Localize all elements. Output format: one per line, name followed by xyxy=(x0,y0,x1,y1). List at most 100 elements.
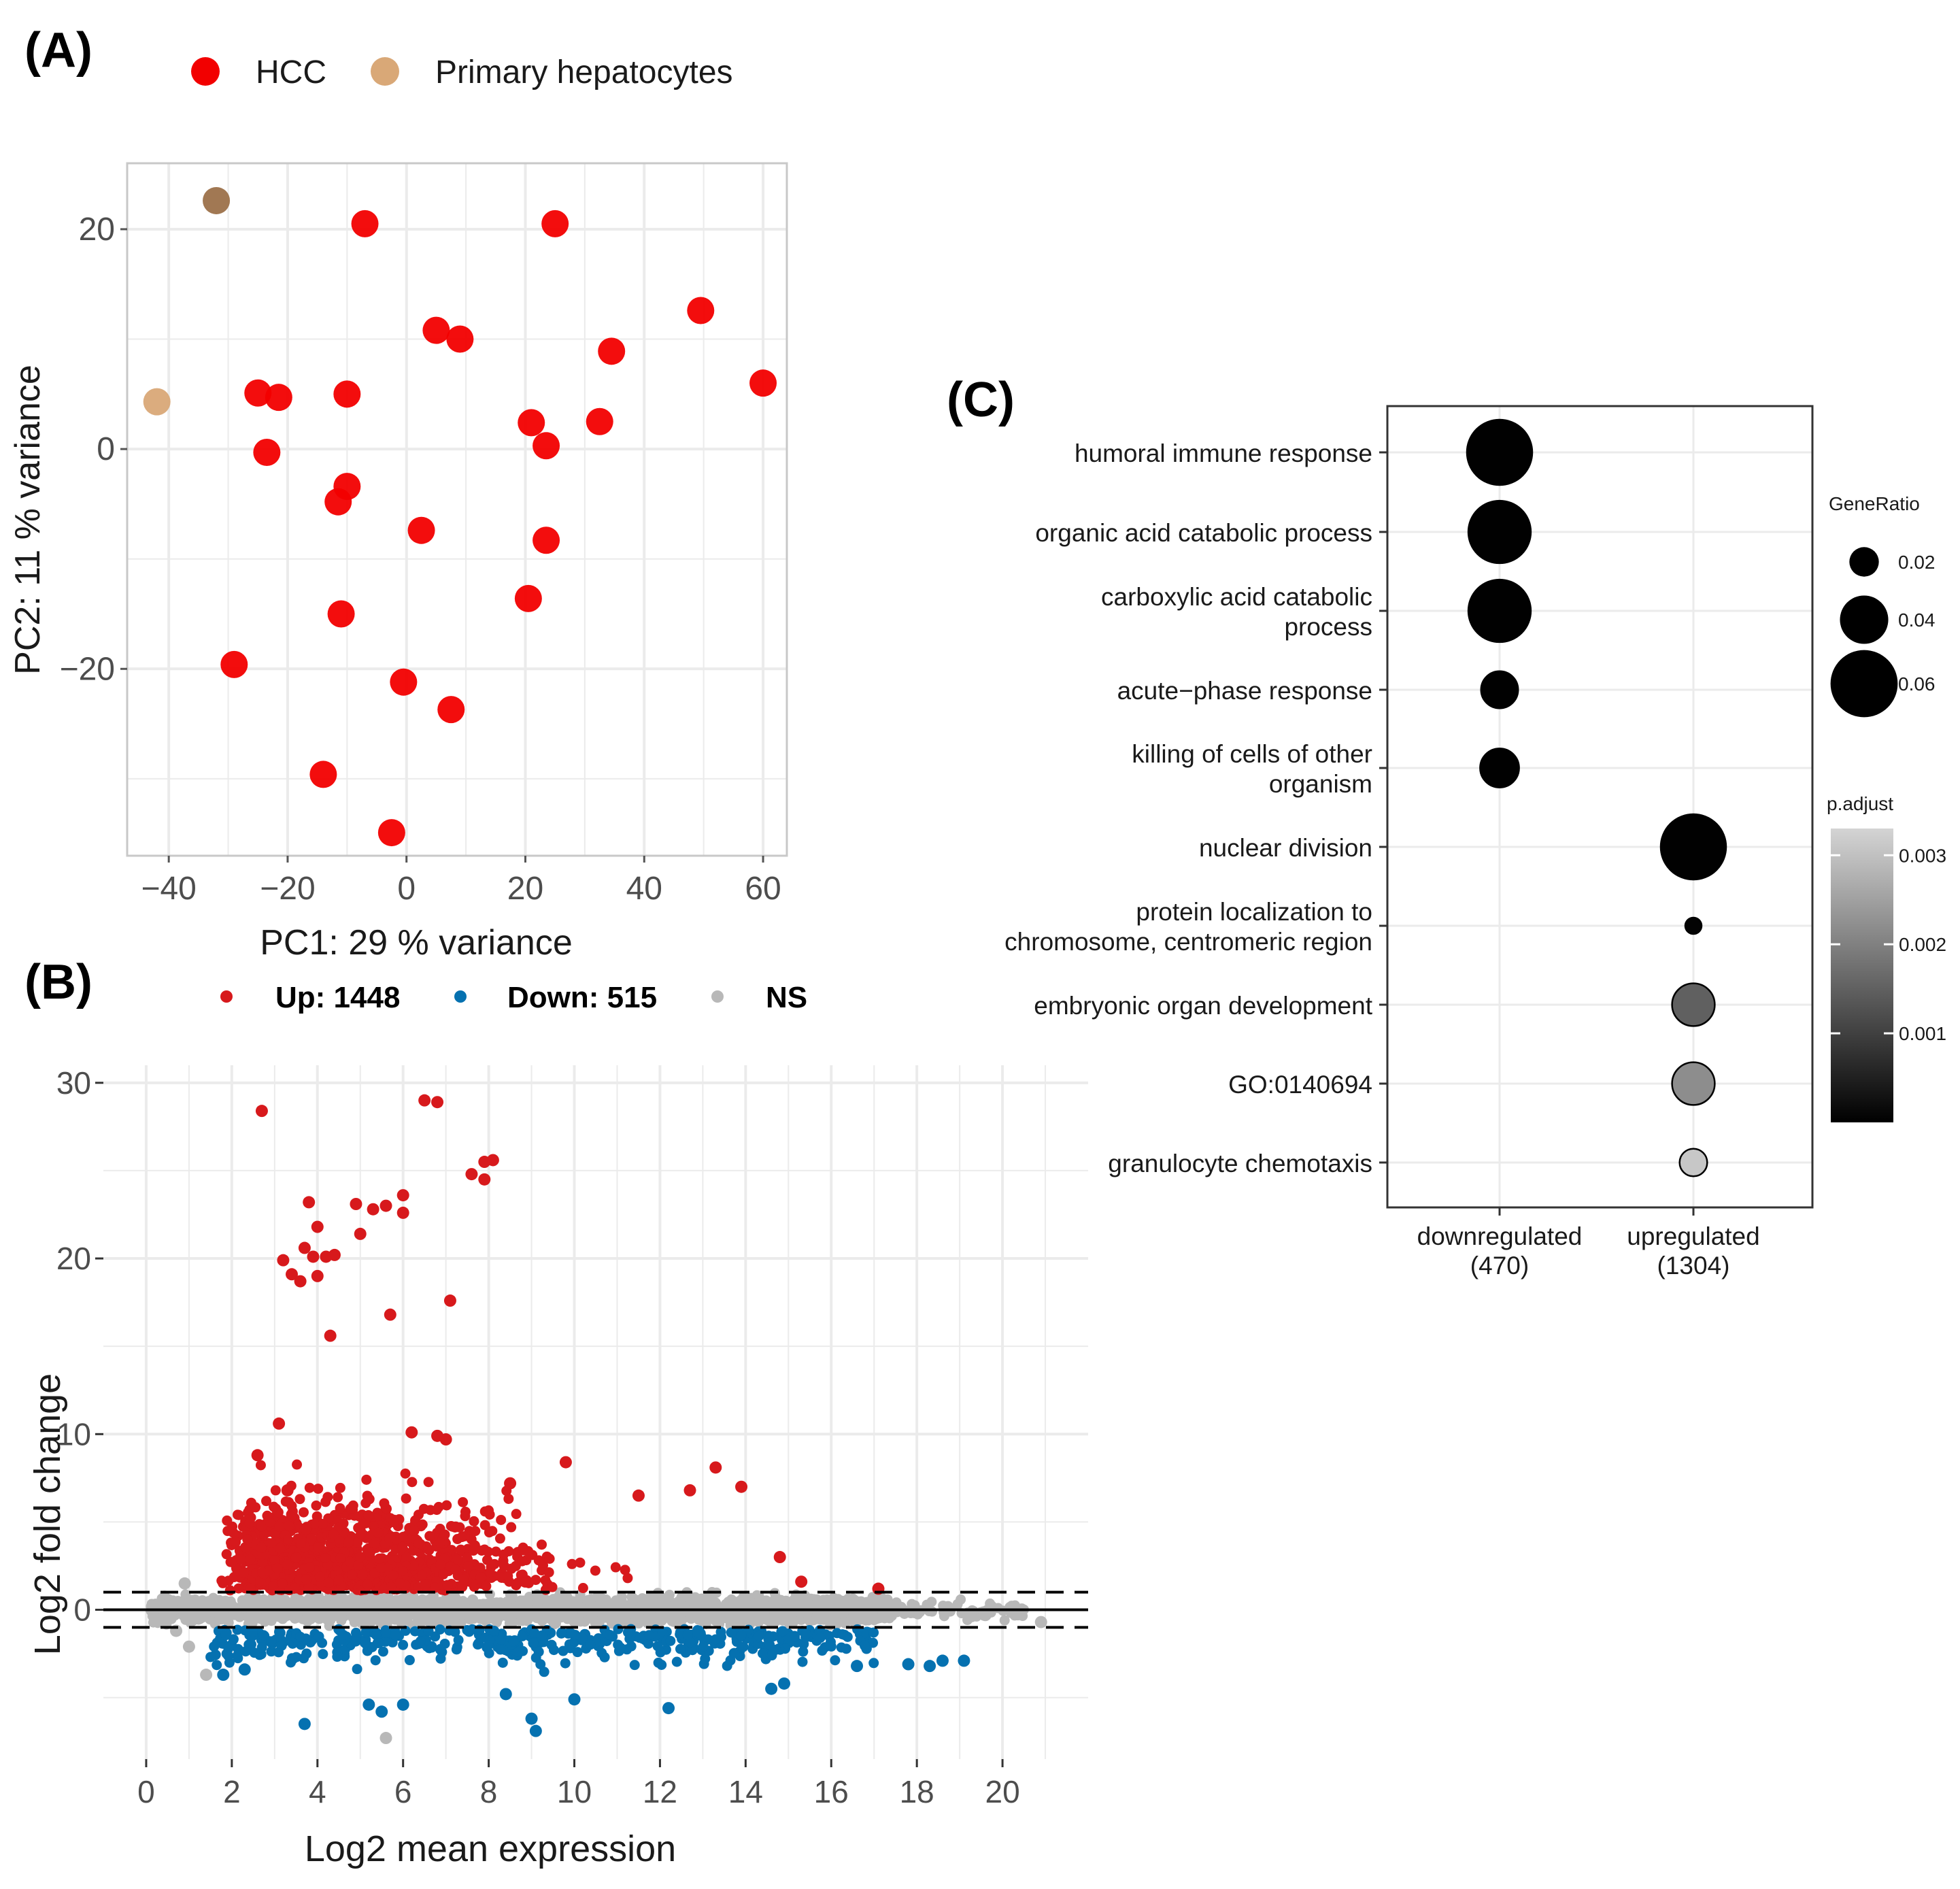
ma-point-down xyxy=(360,1626,371,1637)
ma-point-up xyxy=(486,1154,499,1167)
ma-up-cloud xyxy=(216,1459,633,1596)
ma-point-up xyxy=(465,1168,478,1181)
ma-point-down xyxy=(451,1644,462,1655)
pca-point-hcc xyxy=(422,316,450,344)
ma-point-down xyxy=(240,1646,251,1657)
ma-point-up xyxy=(439,1433,452,1446)
ma-point-down xyxy=(585,1639,596,1650)
ma-point-up xyxy=(286,1268,299,1281)
ma-point-up xyxy=(256,1542,267,1553)
ma-point-ns xyxy=(252,1594,263,1605)
ma-point-down xyxy=(653,1657,664,1668)
ma-point-ns xyxy=(563,1600,574,1611)
ma-point-ns xyxy=(323,1609,334,1620)
ma-point-down xyxy=(652,1641,663,1652)
ma-point-down xyxy=(626,1641,637,1652)
go-term-label: granulocyte chemotaxis xyxy=(1108,1150,1372,1177)
ma-point-down xyxy=(294,1631,305,1642)
ma-reference-lines xyxy=(103,1590,1088,1629)
ma-point-down xyxy=(675,1643,686,1654)
ma-point-up xyxy=(309,1518,320,1529)
ma-x-tick-label: 6 xyxy=(394,1774,412,1809)
pca-point-hcc xyxy=(407,516,435,544)
ma-point-up xyxy=(413,1538,424,1549)
ma-point-up xyxy=(284,1520,294,1531)
ma-point-up xyxy=(394,1578,405,1589)
pca-points xyxy=(143,186,777,847)
ma-point-up xyxy=(259,1529,270,1540)
ma-legend: Up: 1448 Down: 515 NS xyxy=(220,981,807,1014)
ma-point-up xyxy=(458,1574,469,1585)
ma-x-tick-label: 10 xyxy=(557,1774,592,1809)
ma-point-down xyxy=(274,1626,285,1637)
pca-x-tick-label: −40 xyxy=(141,871,196,907)
ma-point-up xyxy=(374,1553,385,1564)
ma-point-ns xyxy=(176,1598,187,1609)
ma-point-up xyxy=(272,1562,283,1573)
ma-point-up xyxy=(343,1537,354,1548)
ma-point-down xyxy=(859,1640,870,1651)
pca-point-hcc xyxy=(351,210,379,237)
pca-y-tick-label: −20 xyxy=(60,651,115,687)
ma-point-down xyxy=(800,1628,811,1639)
ma-point-up xyxy=(504,1477,517,1490)
ma-point-down xyxy=(517,1631,528,1641)
ma-point-ns xyxy=(1017,1611,1028,1622)
ma-point-up xyxy=(431,1096,444,1109)
ma-point-down xyxy=(572,1647,583,1658)
ma-point-up xyxy=(350,1198,362,1210)
ma-point-up xyxy=(431,1505,442,1516)
ma-point-up xyxy=(469,1582,479,1592)
ma-point-ns xyxy=(711,1615,722,1626)
ma-point-up xyxy=(335,1503,345,1514)
ma-point-down xyxy=(556,1627,567,1638)
ma-point-ns xyxy=(543,1611,554,1622)
panel-c-label-backdrop xyxy=(937,354,998,435)
go-size-legend-title: GeneRatio xyxy=(1829,493,1920,514)
pca-point-hcc xyxy=(327,600,355,628)
ma-point-up xyxy=(484,1527,494,1538)
ma-point-ns xyxy=(265,1597,275,1607)
ma-point-ns xyxy=(979,1609,992,1622)
ma-point-up xyxy=(438,1569,449,1579)
pca-point-hcc xyxy=(598,337,626,365)
pca-legend-label: HCC xyxy=(256,54,326,90)
ma-point-down xyxy=(525,1712,538,1725)
ma-point-down xyxy=(453,1635,464,1645)
ma-point-down xyxy=(359,1637,370,1648)
ma-x-tick-label: 8 xyxy=(480,1774,498,1809)
ma-point-down xyxy=(737,1642,747,1653)
ma-point-up xyxy=(320,1552,331,1563)
ma-point-up xyxy=(513,1577,524,1588)
ma-point-up xyxy=(367,1203,379,1216)
ma-point-down xyxy=(473,1638,484,1649)
ma-point-up xyxy=(441,1500,452,1511)
ma-point-up xyxy=(335,1553,346,1564)
ma-point-down xyxy=(798,1646,809,1657)
ma-point-ns xyxy=(733,1616,744,1627)
ma-point-up xyxy=(518,1545,529,1556)
ma-point-ns xyxy=(200,1669,213,1682)
ma-point-up xyxy=(439,1529,450,1540)
ma-point-down xyxy=(528,1638,539,1649)
pca-point-hcc xyxy=(541,210,569,237)
go-term-label: organism xyxy=(1269,770,1372,798)
go-point xyxy=(1659,813,1727,881)
ma-point-ns xyxy=(322,1599,333,1610)
ma-point-down xyxy=(936,1654,949,1667)
ma-point-up xyxy=(251,1449,264,1462)
ma-point-ns xyxy=(356,1602,367,1613)
ma-point-ns xyxy=(870,1597,881,1608)
ma-point-ns xyxy=(148,1617,158,1628)
ma-point-down xyxy=(435,1653,446,1664)
ma-point-down xyxy=(757,1648,768,1659)
ma-point-down xyxy=(817,1645,828,1656)
go-point xyxy=(1671,1061,1716,1106)
ma-point-down xyxy=(238,1663,251,1676)
ma-point-ns xyxy=(441,1612,452,1623)
go-term-label: process xyxy=(1284,613,1372,641)
pca-plot-background xyxy=(127,163,787,856)
ma-point-up xyxy=(506,1522,517,1533)
ma-point-down xyxy=(629,1660,640,1671)
ma-point-down xyxy=(352,1664,362,1675)
